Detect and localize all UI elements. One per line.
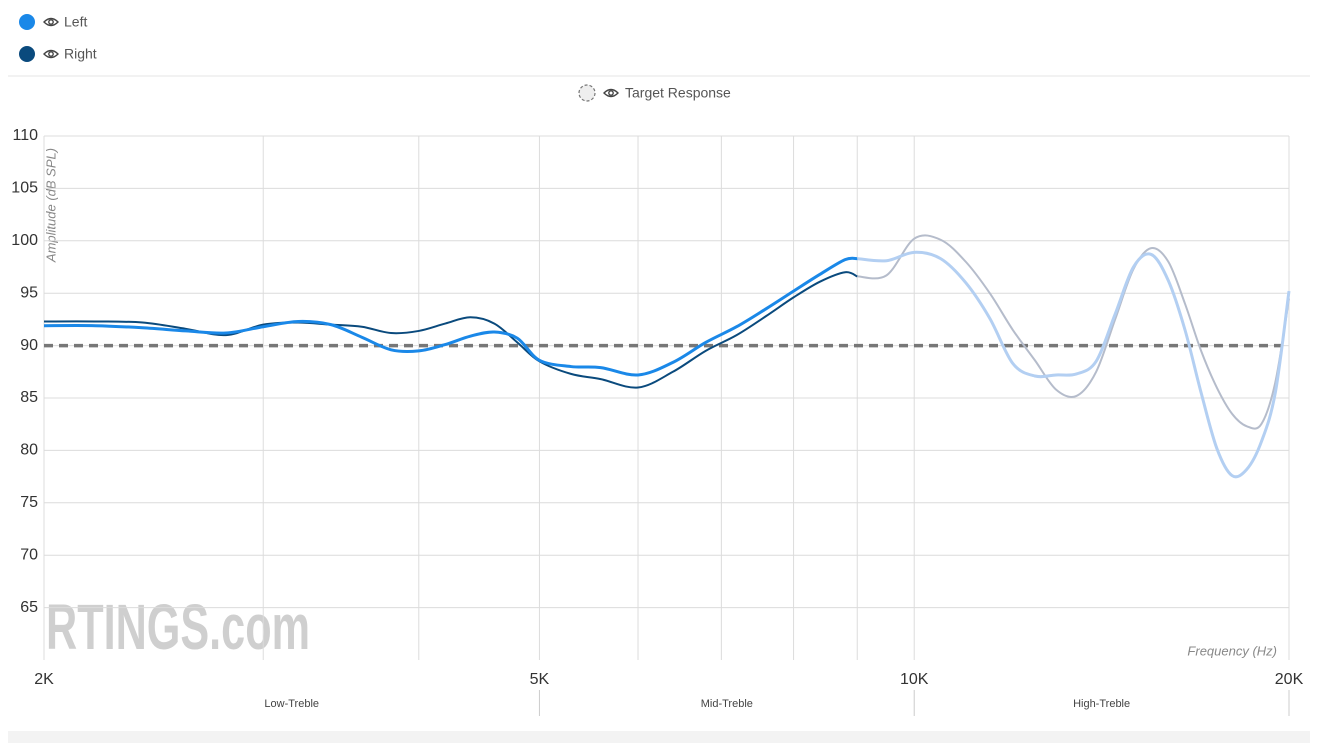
y-tick-label: 110 (12, 127, 38, 144)
band-label: Mid-Treble (701, 698, 753, 710)
x-tick-label: 10K (900, 671, 929, 688)
eye-pupil (608, 90, 614, 96)
eye-pupil (48, 19, 54, 25)
x-tick-label: 20K (1275, 671, 1304, 688)
y-tick-label: 65 (20, 599, 38, 616)
legend-swatch[interactable] (578, 84, 596, 102)
eye-icon[interactable] (43, 49, 59, 59)
y-tick-label: 95 (20, 284, 38, 301)
y-tick-label: 70 (20, 546, 38, 563)
y-tick-label: 80 (20, 442, 38, 459)
faded-line (857, 234, 1290, 430)
y-axis-title: Amplitude (dB SPL) (43, 148, 58, 263)
legend-label[interactable]: Target Response (625, 85, 731, 101)
footer-bar (8, 731, 1310, 743)
eye-outline (43, 49, 59, 59)
eye-pupil (48, 51, 54, 57)
y-tick-label: 105 (11, 180, 38, 197)
x-tick-label: 5K (530, 671, 550, 688)
legend-swatch[interactable] (19, 14, 35, 30)
eye-outline (43, 17, 59, 27)
eye-outline (603, 88, 619, 98)
eye-icon[interactable] (603, 88, 619, 98)
band-label: Low-Treble (264, 698, 319, 710)
legend-swatch[interactable] (19, 46, 35, 62)
y-tick-label: 85 (20, 389, 38, 406)
y-tick-label: 100 (11, 232, 38, 249)
x-axis-title: Frequency (Hz) (1187, 643, 1277, 658)
faded-line (857, 250, 1291, 479)
y-tick-label: 75 (20, 494, 38, 511)
eye-icon[interactable] (43, 17, 59, 27)
line (43, 256, 858, 377)
band-label: High-Treble (1073, 698, 1130, 710)
legend-label[interactable]: Right (64, 46, 97, 62)
watermark: RTINGS.com (46, 591, 310, 663)
y-tick-label: 90 (20, 337, 38, 354)
x-tick-label: 2K (34, 671, 54, 688)
legend-label[interactable]: Left (64, 14, 87, 30)
